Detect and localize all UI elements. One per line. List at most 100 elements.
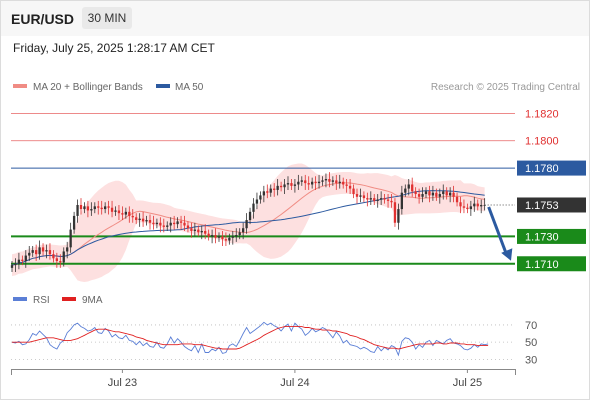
candle-body	[224, 239, 228, 241]
candle-body	[459, 202, 462, 207]
legend-swatch-9ma	[62, 297, 76, 301]
candle-body	[304, 180, 307, 184]
moving-averages	[11, 182, 485, 266]
candle-body	[255, 199, 259, 204]
candle-body	[162, 225, 165, 227]
header-bar: EUR/USD 30 MIN	[0, 0, 590, 36]
candle-body	[386, 199, 390, 201]
candle-body	[186, 225, 190, 229]
rsi-tick-label: 50	[525, 337, 537, 349]
candles	[10, 172, 486, 272]
candle-body	[297, 181, 300, 185]
candle-body	[438, 194, 441, 197]
legend-swatch-ma50	[156, 84, 170, 88]
candle-body	[338, 181, 341, 184]
candle-body	[210, 235, 214, 237]
candle-body	[311, 181, 314, 185]
candle-body	[442, 191, 445, 195]
candle-body	[421, 194, 424, 197]
candle-body	[10, 265, 14, 268]
candle-body	[155, 222, 159, 225]
candle-body	[173, 222, 176, 225]
candle-body	[69, 229, 72, 248]
candle-body	[197, 229, 200, 233]
legend-label-rsi: RSI	[33, 295, 50, 306]
level-tag-pivot	[517, 160, 586, 176]
candle-body	[307, 183, 310, 185]
symbol-label: EUR/USD	[11, 11, 75, 27]
candle-body	[321, 180, 324, 182]
candle-body	[66, 247, 69, 252]
candle-body	[376, 199, 379, 201]
rsi-panel: 30 50 70	[11, 320, 537, 366]
candle-body	[83, 206, 86, 210]
candle-body	[476, 203, 479, 207]
candle-body	[362, 195, 366, 199]
candle-body	[328, 179, 331, 182]
candle-body	[352, 188, 355, 195]
candle-body	[480, 204, 483, 207]
candle-body	[345, 184, 348, 186]
candle-body	[317, 181, 321, 184]
candle-body	[293, 184, 297, 186]
candle-body	[248, 211, 252, 221]
candle-body	[21, 259, 24, 262]
candle-body	[424, 191, 428, 195]
candle-body	[135, 217, 138, 221]
candle-body	[107, 206, 110, 208]
candle-body	[176, 221, 179, 225]
projection-arrow	[487, 206, 513, 261]
candle-body	[369, 198, 372, 200]
candle-body	[124, 211, 127, 215]
candle-body	[31, 250, 34, 253]
candle-body	[262, 191, 265, 196]
price-tags: 1.1820 1.1800 1.1780 1.1730 1.1710 1.1753	[484, 108, 586, 272]
candle-body	[45, 250, 48, 252]
candle-body	[14, 263, 17, 266]
candle-body	[414, 191, 417, 195]
candle-body	[397, 209, 400, 223]
candle-body	[52, 254, 55, 259]
candle-body	[273, 188, 276, 190]
candle-body	[217, 236, 221, 238]
candle-body	[207, 233, 210, 237]
candle-body	[300, 180, 303, 182]
rsi-tick-label: 30	[525, 354, 537, 366]
candle-body	[411, 184, 414, 192]
candle-body	[324, 179, 328, 181]
candle-body	[214, 235, 217, 238]
candle-body	[355, 194, 359, 197]
candle-body	[348, 185, 352, 189]
candle-body	[473, 203, 476, 207]
level-label-resistance: 1.1820	[525, 108, 559, 120]
candle-body	[342, 181, 345, 185]
candle-body	[35, 250, 38, 255]
candle-body	[452, 192, 455, 197]
timeframe-button[interactable]: 30 MIN	[82, 7, 132, 29]
candle-body	[110, 207, 114, 212]
candle-body	[169, 222, 172, 226]
candle-body	[390, 200, 393, 203]
candle-body	[79, 204, 83, 210]
candle-body	[235, 235, 238, 237]
candle-body	[455, 196, 459, 203]
candle-body	[97, 206, 100, 208]
candle-body	[462, 206, 466, 208]
candle-body	[59, 261, 62, 263]
rsi-legend: RSI 9MA	[13, 295, 103, 306]
candle-body	[204, 230, 207, 234]
credit-label: Research © 2025 Trading Central	[431, 82, 580, 93]
candle-body	[90, 209, 93, 211]
candle-body	[242, 228, 245, 233]
candle-body	[331, 180, 334, 182]
ma50-line	[11, 190, 485, 266]
candle-body	[100, 207, 103, 210]
candle-body	[431, 192, 435, 196]
candle-body	[279, 185, 283, 188]
candle-body	[41, 247, 45, 252]
candle-body	[407, 184, 410, 189]
candle-body	[417, 194, 421, 197]
ma20-line	[11, 182, 485, 266]
candle-body	[86, 206, 90, 211]
